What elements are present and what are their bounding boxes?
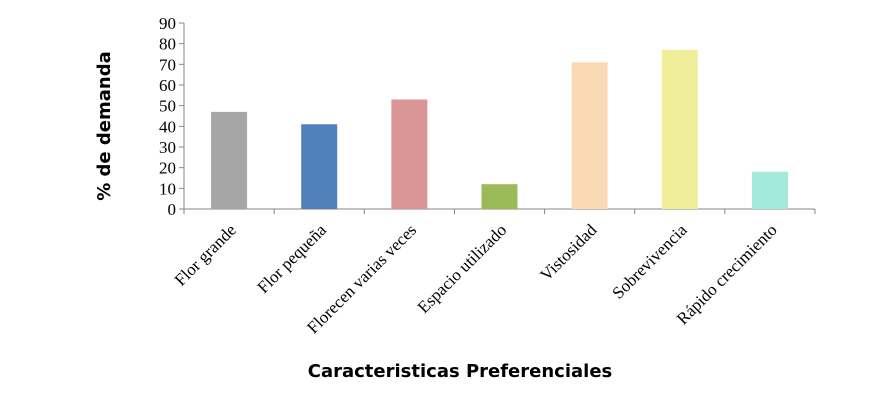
y-tick-label: 20 xyxy=(159,159,176,178)
bar xyxy=(211,111,248,209)
bars xyxy=(211,49,788,210)
x-axis xyxy=(183,208,816,214)
bar xyxy=(751,171,788,209)
bar xyxy=(661,49,698,209)
y-tick-label: 70 xyxy=(159,55,176,74)
y-tick-label: 50 xyxy=(159,97,176,116)
y-tick-label: 10 xyxy=(159,179,176,198)
y-tick-label: 90 xyxy=(159,14,176,33)
category-label: Flor grande xyxy=(171,220,240,289)
category-label: Vistosidad xyxy=(536,220,600,284)
y-tick-label: 60 xyxy=(159,76,176,95)
y-tick-label: 40 xyxy=(159,117,176,136)
category-label: Flor pequeña xyxy=(254,220,331,297)
bar xyxy=(391,99,428,209)
y-tick-label: 80 xyxy=(159,35,176,54)
y-axis-title: % de demanda xyxy=(94,51,115,201)
y-tick-label: 0 xyxy=(168,200,177,219)
y-tick-label: 30 xyxy=(159,138,176,157)
category-label: Sobrevivencia xyxy=(608,220,691,303)
bar xyxy=(571,62,608,210)
bar xyxy=(481,184,518,209)
category-label: Rápido crecimiento xyxy=(673,220,781,328)
category-label: Espacio utilizado xyxy=(414,220,511,317)
x-axis-title: Caracteristicas Preferenciales xyxy=(308,361,613,382)
bar xyxy=(301,124,338,209)
